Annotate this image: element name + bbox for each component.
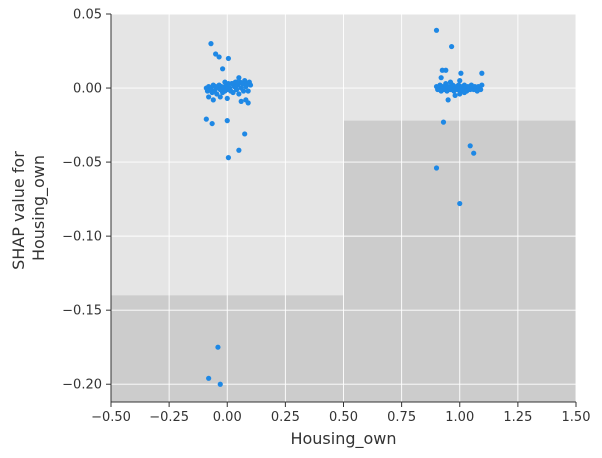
y-tick-label: −0.15 bbox=[62, 304, 102, 319]
data-point bbox=[247, 82, 254, 88]
data-point bbox=[229, 81, 235, 87]
data-point bbox=[215, 344, 221, 350]
data-point bbox=[203, 116, 209, 122]
data-point bbox=[230, 89, 236, 96]
data-point bbox=[222, 79, 228, 85]
data-point bbox=[457, 78, 463, 84]
x-tick-label: 0.50 bbox=[329, 410, 358, 425]
data-point bbox=[479, 70, 485, 76]
x-axis-ticks: −0.50 −0.25 0.00 0.25 0.50 0.75 1.00 1.25 1.50 bbox=[91, 402, 590, 425]
y-axis-title: SHAP value for Housing_own bbox=[9, 146, 49, 270]
data-point bbox=[471, 150, 477, 156]
grid-lines bbox=[110, 13, 577, 402]
x-tick-label: 1.25 bbox=[503, 410, 532, 425]
data-point bbox=[443, 67, 449, 73]
data-point bbox=[242, 131, 248, 137]
x-tick-label: 1.00 bbox=[445, 410, 474, 425]
data-points bbox=[203, 27, 485, 387]
data-point bbox=[225, 55, 232, 62]
x-tick-label: 0.00 bbox=[213, 410, 242, 425]
data-point bbox=[224, 95, 230, 102]
data-point bbox=[236, 91, 242, 97]
x-tick-label: 0.25 bbox=[271, 410, 300, 425]
data-point bbox=[217, 381, 223, 387]
y-axis-title-line-1: SHAP value for bbox=[9, 151, 28, 270]
data-point bbox=[216, 54, 222, 60]
data-point bbox=[447, 79, 454, 85]
x-tick-label: −0.25 bbox=[149, 410, 189, 425]
x-tick-label: 0.75 bbox=[387, 410, 416, 425]
data-point bbox=[210, 97, 216, 103]
data-point bbox=[233, 79, 240, 85]
data-point bbox=[236, 147, 242, 153]
data-point bbox=[213, 51, 219, 57]
data-point bbox=[208, 41, 214, 47]
data-point bbox=[214, 91, 220, 97]
data-point bbox=[233, 86, 240, 93]
x-tick-label: 1.50 bbox=[562, 410, 591, 425]
x-tick-label: −0.50 bbox=[91, 410, 131, 425]
data-point bbox=[238, 98, 244, 104]
y-axis-ticks: 0.05 0.00 −0.05 −0.10 −0.15 −0.20 bbox=[62, 8, 111, 393]
data-point bbox=[457, 91, 463, 97]
y-tick-label: 0.00 bbox=[73, 82, 102, 97]
data-point bbox=[433, 165, 440, 171]
data-point bbox=[245, 100, 251, 106]
x-axis-title: Housing_own bbox=[290, 429, 396, 449]
y-tick-label: 0.05 bbox=[73, 8, 102, 23]
data-point bbox=[478, 86, 484, 93]
y-tick-label: −0.05 bbox=[62, 156, 102, 171]
data-point bbox=[206, 375, 212, 381]
data-point bbox=[225, 155, 232, 161]
data-point bbox=[449, 43, 455, 50]
data-point bbox=[240, 88, 247, 94]
y-axis-title-line-2: Housing_own bbox=[29, 155, 49, 261]
data-point bbox=[220, 66, 226, 72]
data-point bbox=[440, 119, 447, 125]
y-tick-label: −0.10 bbox=[62, 230, 102, 245]
data-point bbox=[457, 200, 463, 207]
data-point bbox=[224, 118, 230, 124]
data-point bbox=[433, 27, 440, 33]
data-point bbox=[467, 143, 473, 149]
data-point bbox=[479, 82, 485, 88]
data-point bbox=[217, 94, 223, 100]
y-tick-label: −0.20 bbox=[62, 378, 102, 393]
data-point bbox=[452, 92, 458, 99]
data-point bbox=[245, 88, 251, 94]
data-point bbox=[443, 81, 449, 87]
data-point bbox=[458, 70, 464, 76]
data-point bbox=[236, 75, 242, 81]
data-point bbox=[438, 75, 444, 81]
data-point bbox=[206, 94, 212, 100]
data-point bbox=[461, 89, 467, 96]
data-point bbox=[445, 97, 451, 103]
data-point bbox=[209, 120, 215, 127]
